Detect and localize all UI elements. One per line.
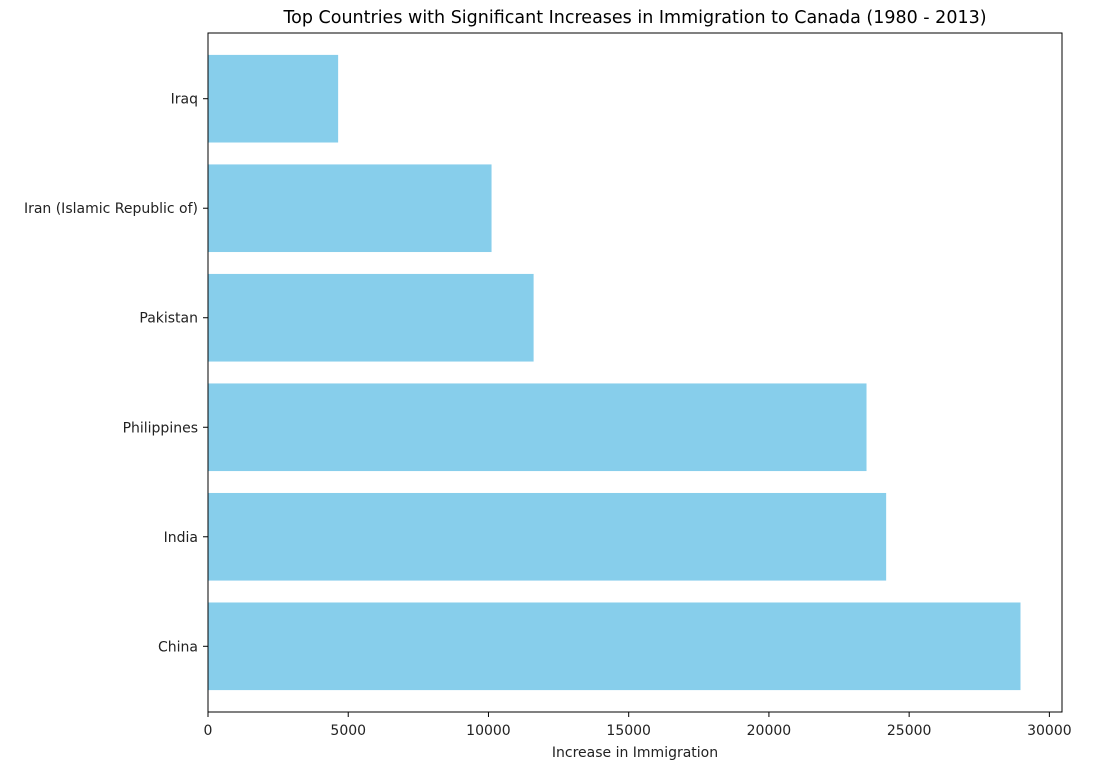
y-tick-label: China	[158, 639, 198, 655]
chart-title: Top Countries with Significant Increases…	[282, 8, 986, 28]
x-axis-label: Increase in Immigration	[552, 745, 718, 761]
x-tick-label: 30000	[1027, 723, 1072, 739]
x-tick-label: 5000	[330, 723, 366, 739]
x-tick-label: 0	[204, 723, 213, 739]
y-tick-label: Pakistan	[139, 311, 198, 327]
bar-india	[208, 492, 887, 581]
x-axis-ticks: 0 5000 10000 15000 20000 25000 30000	[204, 712, 1072, 739]
x-tick-label: 25000	[887, 723, 932, 739]
x-tick-label: 20000	[747, 723, 792, 739]
y-tick-label: Iraq	[171, 92, 198, 108]
bar-iran-islamic-republic-of	[208, 164, 492, 253]
bar-pakistan	[208, 273, 534, 362]
bar-china	[208, 602, 1021, 691]
y-tick-label: Philippines	[123, 420, 198, 436]
plot-area-frame	[207, 32, 1063, 713]
y-tick-label: Iran (Islamic Republic of)	[24, 201, 198, 217]
bar-iraq	[208, 54, 339, 143]
y-tick-label: India	[164, 530, 198, 546]
x-tick-label: 15000	[606, 723, 651, 739]
x-tick-label: 10000	[466, 723, 511, 739]
bar-philippines	[208, 383, 867, 472]
bars-group	[208, 54, 1021, 691]
y-axis-ticks: China India Philippines Pakistan Iran (Islam…	[24, 92, 208, 655]
